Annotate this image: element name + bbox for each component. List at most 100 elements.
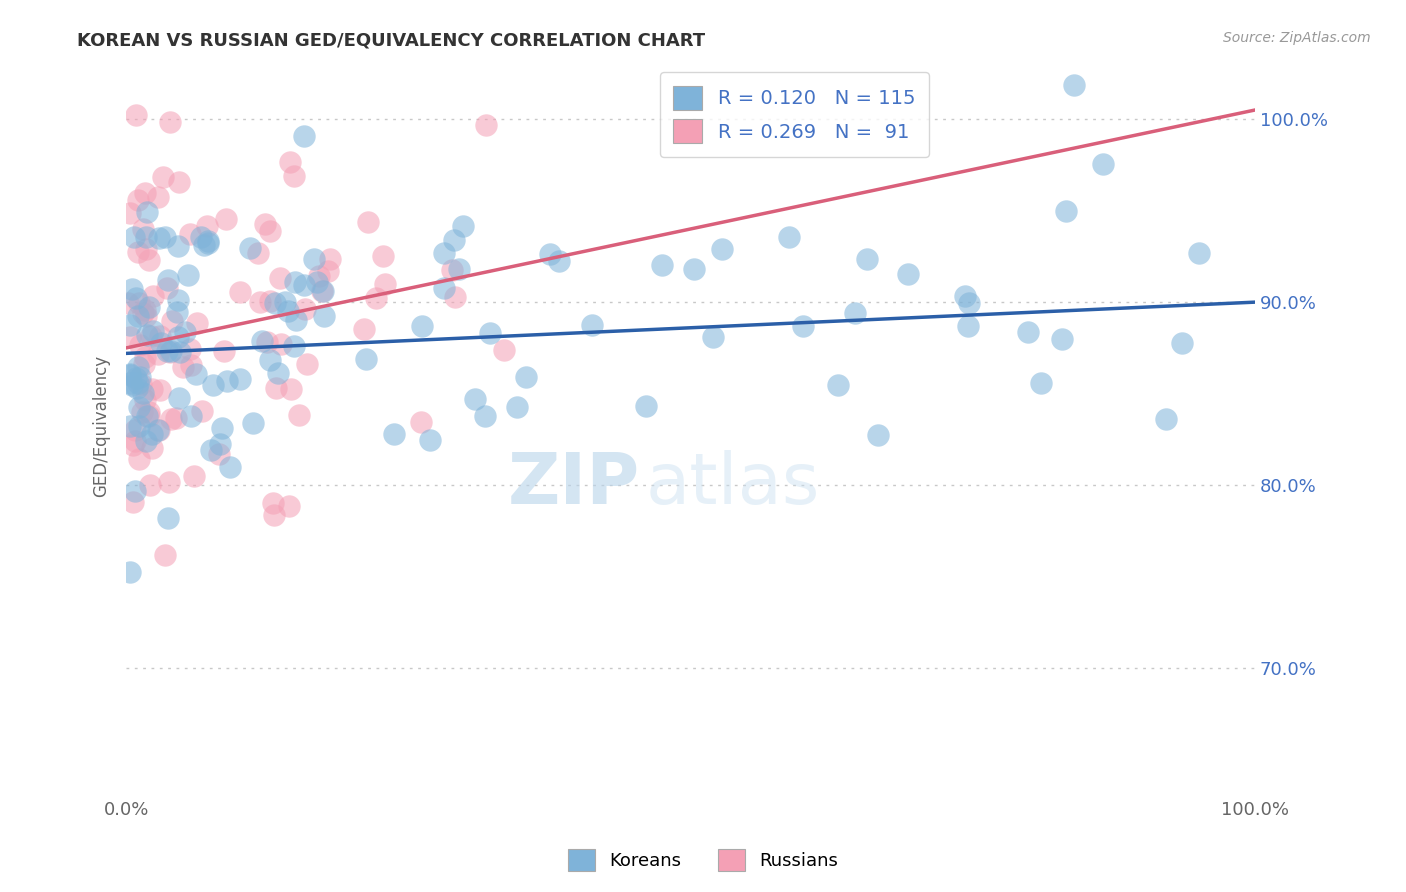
Point bbox=[160, 343, 183, 358]
Point bbox=[710, 242, 733, 256]
Point bbox=[149, 336, 172, 351]
Point bbox=[277, 499, 299, 513]
Point bbox=[440, 263, 463, 277]
Point bbox=[866, 428, 889, 442]
Point bbox=[197, 234, 219, 248]
Point bbox=[135, 309, 157, 323]
Point bbox=[118, 368, 141, 382]
Point bbox=[208, 437, 231, 451]
Point bbox=[127, 359, 149, 374]
Point bbox=[184, 368, 207, 382]
Point bbox=[1063, 78, 1085, 93]
Point bbox=[366, 291, 388, 305]
Point bbox=[129, 376, 152, 391]
Point bbox=[581, 318, 603, 332]
Point bbox=[259, 353, 281, 368]
Point bbox=[292, 277, 315, 292]
Point bbox=[682, 262, 704, 277]
Point bbox=[148, 190, 170, 204]
Point bbox=[311, 284, 333, 298]
Point bbox=[142, 324, 165, 338]
Point bbox=[419, 433, 441, 447]
Point bbox=[180, 409, 202, 424]
Point bbox=[125, 371, 148, 385]
Point bbox=[128, 369, 150, 384]
Point bbox=[148, 347, 170, 361]
Point bbox=[411, 318, 433, 333]
Point bbox=[284, 276, 307, 290]
Point bbox=[353, 322, 375, 336]
Text: KOREAN VS RUSSIAN GED/EQUIVALENCY CORRELATION CHART: KOREAN VS RUSSIAN GED/EQUIVALENCY CORREL… bbox=[77, 31, 706, 49]
Point bbox=[124, 434, 146, 448]
Point bbox=[270, 337, 292, 351]
Point bbox=[443, 290, 465, 304]
Point bbox=[127, 309, 149, 323]
Point bbox=[259, 294, 281, 309]
Point bbox=[138, 409, 160, 424]
Point bbox=[156, 272, 179, 286]
Point bbox=[173, 325, 195, 339]
Point bbox=[229, 371, 252, 385]
Point bbox=[157, 475, 180, 490]
Point bbox=[167, 175, 190, 189]
Point bbox=[778, 230, 800, 244]
Point bbox=[152, 169, 174, 184]
Point bbox=[118, 418, 141, 433]
Point bbox=[548, 254, 571, 268]
Point bbox=[120, 318, 142, 333]
Point bbox=[855, 252, 877, 266]
Point bbox=[827, 377, 849, 392]
Point bbox=[128, 418, 150, 433]
Point bbox=[195, 219, 218, 233]
Point bbox=[267, 366, 290, 380]
Point bbox=[138, 253, 160, 268]
Point bbox=[120, 329, 142, 343]
Point bbox=[382, 427, 405, 442]
Point bbox=[134, 392, 156, 407]
Point bbox=[373, 249, 395, 263]
Point bbox=[212, 344, 235, 359]
Point bbox=[506, 400, 529, 414]
Point bbox=[200, 443, 222, 458]
Point bbox=[702, 330, 724, 344]
Point bbox=[1092, 157, 1115, 171]
Point bbox=[356, 215, 378, 229]
Point bbox=[515, 370, 537, 384]
Point bbox=[197, 235, 219, 250]
Point bbox=[229, 285, 252, 299]
Point bbox=[211, 420, 233, 434]
Point bbox=[219, 460, 242, 475]
Point bbox=[167, 392, 190, 406]
Point bbox=[172, 360, 194, 375]
Point bbox=[319, 252, 342, 267]
Point bbox=[263, 508, 285, 523]
Point bbox=[127, 194, 149, 208]
Point bbox=[132, 222, 155, 236]
Text: atlas: atlas bbox=[645, 450, 820, 519]
Point bbox=[122, 495, 145, 509]
Point bbox=[153, 230, 176, 244]
Point bbox=[273, 295, 295, 310]
Point bbox=[142, 289, 165, 303]
Point bbox=[132, 306, 155, 320]
Point bbox=[249, 294, 271, 309]
Point bbox=[156, 281, 179, 295]
Legend: Koreans, Russians: Koreans, Russians bbox=[561, 842, 845, 879]
Point bbox=[264, 381, 287, 395]
Point bbox=[305, 275, 328, 289]
Point bbox=[159, 345, 181, 359]
Point bbox=[166, 304, 188, 318]
Point bbox=[269, 271, 291, 285]
Point bbox=[538, 246, 561, 260]
Point bbox=[356, 352, 378, 367]
Point bbox=[118, 376, 141, 390]
Point bbox=[141, 382, 163, 396]
Point bbox=[141, 441, 163, 455]
Point bbox=[135, 230, 157, 244]
Point bbox=[191, 404, 214, 418]
Point bbox=[262, 495, 284, 509]
Point bbox=[1050, 332, 1073, 346]
Point bbox=[215, 212, 238, 227]
Point bbox=[295, 357, 318, 371]
Point bbox=[409, 415, 432, 429]
